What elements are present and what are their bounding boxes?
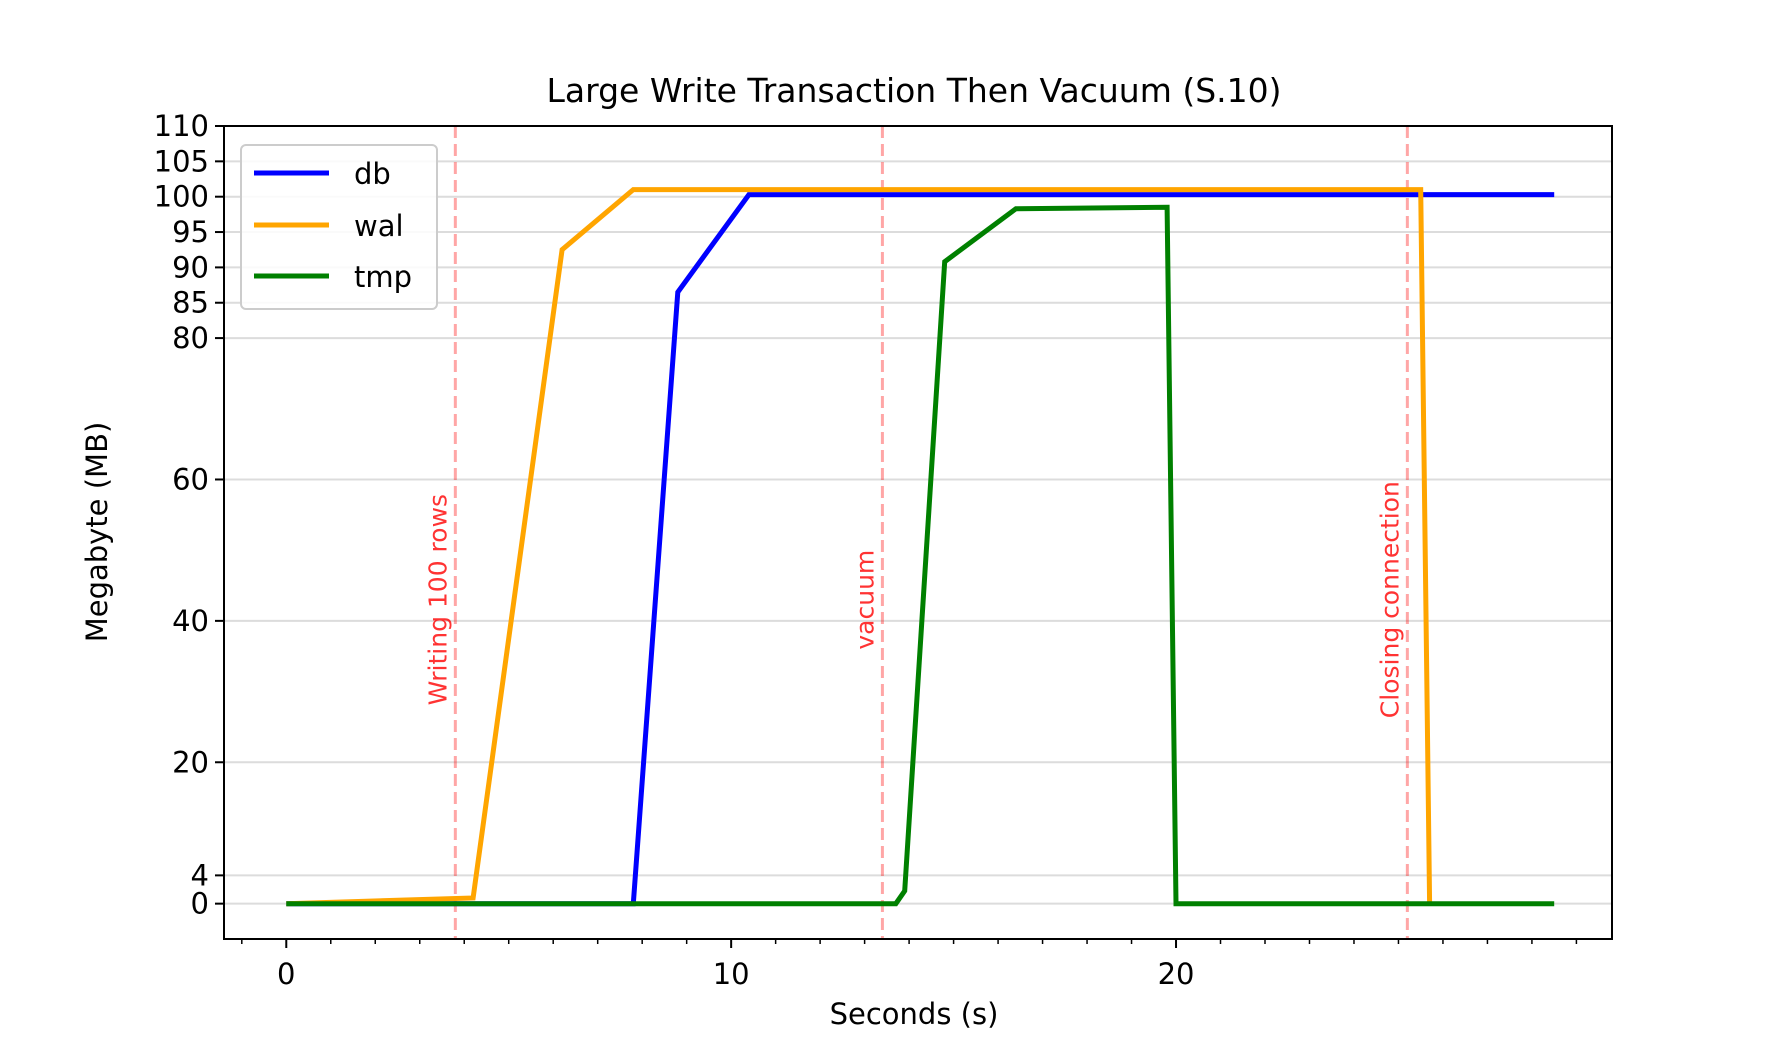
plot-frame (223, 125, 1613, 940)
chart-title: Large Write Transaction Then Vacuum (S.1… (546, 71, 1281, 110)
y-tick-label: 90 (172, 250, 209, 284)
legend-label-db: db (354, 157, 391, 191)
x-axis-label: Seconds (s) (830, 997, 999, 1031)
x-tick-label: 20 (1158, 957, 1195, 991)
y-axis-label: Megabyte (MB) (80, 422, 114, 643)
annotation-labels: Writing 100 rows vacuum Closing connection (423, 481, 1404, 718)
series (286, 187, 1555, 907)
annotation-label: vacuum (850, 550, 879, 650)
series-line-wal (286, 187, 1433, 907)
y-tick-label: 4 (191, 858, 209, 892)
legend-box (240, 144, 438, 310)
x-tick-label: 10 (713, 957, 750, 991)
y-tick-label: 105 (154, 144, 209, 178)
y-tick-label: 60 (172, 462, 209, 496)
y-tick-label: 20 (172, 745, 209, 779)
y-tick-label: 0 (191, 887, 209, 921)
y-tick-label: 40 (172, 604, 209, 638)
y-tick-label: 110 (154, 109, 209, 143)
x-tick-label: 0 (277, 957, 295, 991)
legend-entry-tmp: tmp (254, 260, 412, 294)
y-tick-label: 80 (172, 321, 209, 355)
annotation-lines (453, 126, 1409, 939)
y-tick-label: 100 (154, 180, 209, 214)
legend-label-tmp: tmp (354, 260, 412, 294)
legend-label-wal: wal (354, 209, 404, 243)
annotation-label: Writing 100 rows (423, 494, 452, 705)
series-line-tmp (286, 204, 1555, 907)
legend-entry-wal: wal (254, 209, 404, 243)
legend-entry-db: db (254, 157, 391, 191)
legend: db wal tmp (240, 144, 438, 310)
y-tick-label: 95 (172, 215, 209, 249)
annotation-label: Closing connection (1375, 481, 1404, 718)
y-tick-label: 85 (172, 286, 209, 320)
